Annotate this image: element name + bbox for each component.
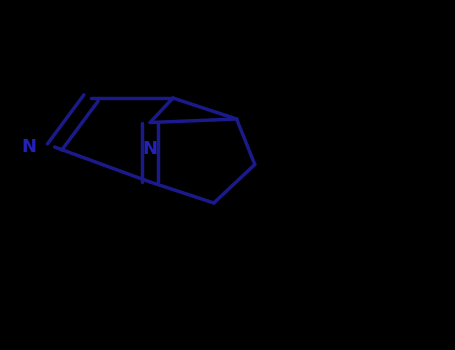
Text: N: N xyxy=(21,138,36,156)
Text: N: N xyxy=(143,140,157,158)
